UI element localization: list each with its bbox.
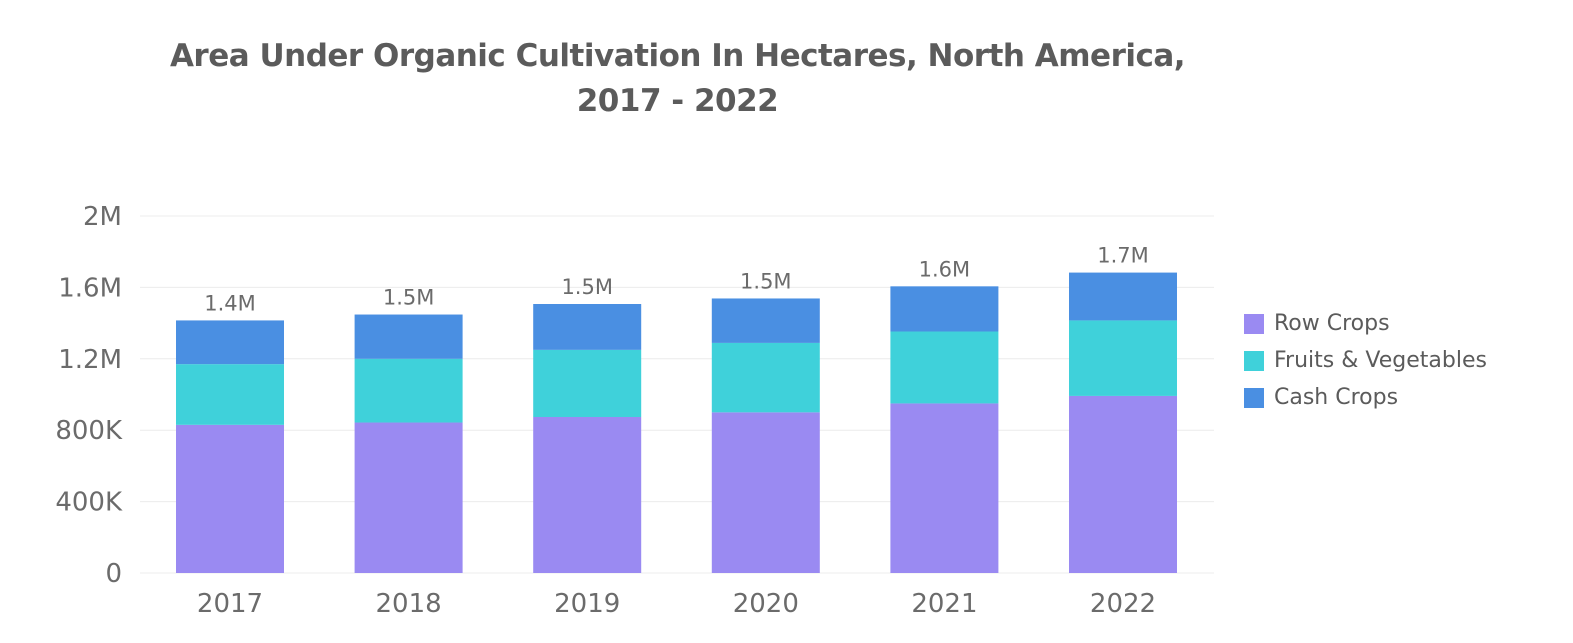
legend-item-fruits-vegetables[interactable]: Fruits & Vegetables: [1244, 342, 1487, 379]
grid-lines: [140, 215, 1214, 574]
bar-row-crops-2017[interactable]: [176, 424, 284, 573]
bar-row-crops-2021[interactable]: [890, 403, 999, 573]
bar-cash-crops-2020[interactable]: [711, 298, 820, 343]
y-tick-label: 800K: [55, 416, 123, 446]
x-axis-category-labels: 2017 2018 2019 2020 2021 2022: [197, 589, 1156, 619]
bars: [176, 272, 1177, 573]
total-labels: 1.4M 1.5M 1.5M 1.5M 1.6M 1.7M: [204, 244, 1149, 316]
legend-swatch-cash-crops: [1244, 387, 1264, 408]
bar-row-crops-2022[interactable]: [1069, 395, 1177, 573]
y-tick-label: 1.2M: [58, 345, 122, 375]
chart-title-line-1: Area Under Organic Cultivation In Hectar…: [169, 38, 1186, 74]
legend: Row Crops Fruits & Vegetables Cash Crops: [1244, 305, 1487, 416]
total-label-2022: 1.7M: [1097, 244, 1149, 268]
y-tick-label: 400K: [55, 488, 123, 518]
bar-cash-crops-2018[interactable]: [354, 314, 463, 359]
bar-cash-crops-2021[interactable]: [890, 286, 999, 332]
legend-label-fruits-vegetables: Fruits & Vegetables: [1274, 348, 1487, 373]
legend-swatch-row-crops: [1244, 313, 1264, 334]
y-tick-label: 2M: [83, 202, 122, 232]
bar-fruits-vegetables-2022[interactable]: [1069, 320, 1177, 396]
total-label-2020: 1.5M: [740, 269, 792, 293]
x-tick-label-2021: 2021: [911, 589, 977, 619]
bar-cash-crops-2019[interactable]: [533, 304, 642, 350]
x-tick-label-2017: 2017: [197, 589, 263, 619]
total-label-2019: 1.5M: [561, 275, 613, 299]
legend-swatch-fruits-vegetables: [1244, 350, 1264, 371]
legend-label-row-crops: Row Crops: [1274, 311, 1390, 336]
total-label-2017: 1.4M: [204, 291, 256, 315]
x-tick-label-2022: 2022: [1090, 589, 1156, 619]
y-tick-label: 1.6M: [58, 273, 122, 303]
x-tick-label-2019: 2019: [554, 589, 620, 619]
bar-cash-crops-2017[interactable]: [176, 320, 284, 365]
bar-fruits-vegetables-2018[interactable]: [354, 358, 463, 423]
bar-fruits-vegetables-2020[interactable]: [711, 342, 820, 413]
y-tick-label: 0: [105, 559, 122, 589]
bar-row-crops-2018[interactable]: [354, 422, 463, 573]
legend-label-cash-crops: Cash Crops: [1274, 385, 1399, 410]
legend-item-row-crops[interactable]: Row Crops: [1244, 305, 1487, 342]
legend-item-cash-crops[interactable]: Cash Crops: [1244, 379, 1487, 416]
chart-title-line-2: 2017 - 2022: [576, 83, 779, 119]
total-label-2021: 1.6M: [919, 257, 971, 281]
total-label-2018: 1.5M: [383, 286, 435, 310]
chart-title: Area Under Organic Cultivation In Hectar…: [0, 34, 1355, 124]
x-tick-label-2018: 2018: [376, 589, 442, 619]
bar-fruits-vegetables-2021[interactable]: [890, 331, 999, 404]
bar-row-crops-2019[interactable]: [533, 416, 642, 573]
bar-fruits-vegetables-2017[interactable]: [176, 364, 284, 425]
x-tick-label-2020: 2020: [733, 589, 799, 619]
bar-row-crops-2020[interactable]: [711, 412, 820, 573]
y-axis-tick-labels: 0 400K 800K 1.2M 1.6M 2M: [55, 202, 123, 589]
bar-cash-crops-2022[interactable]: [1069, 272, 1177, 321]
bar-fruits-vegetables-2019[interactable]: [533, 349, 642, 417]
